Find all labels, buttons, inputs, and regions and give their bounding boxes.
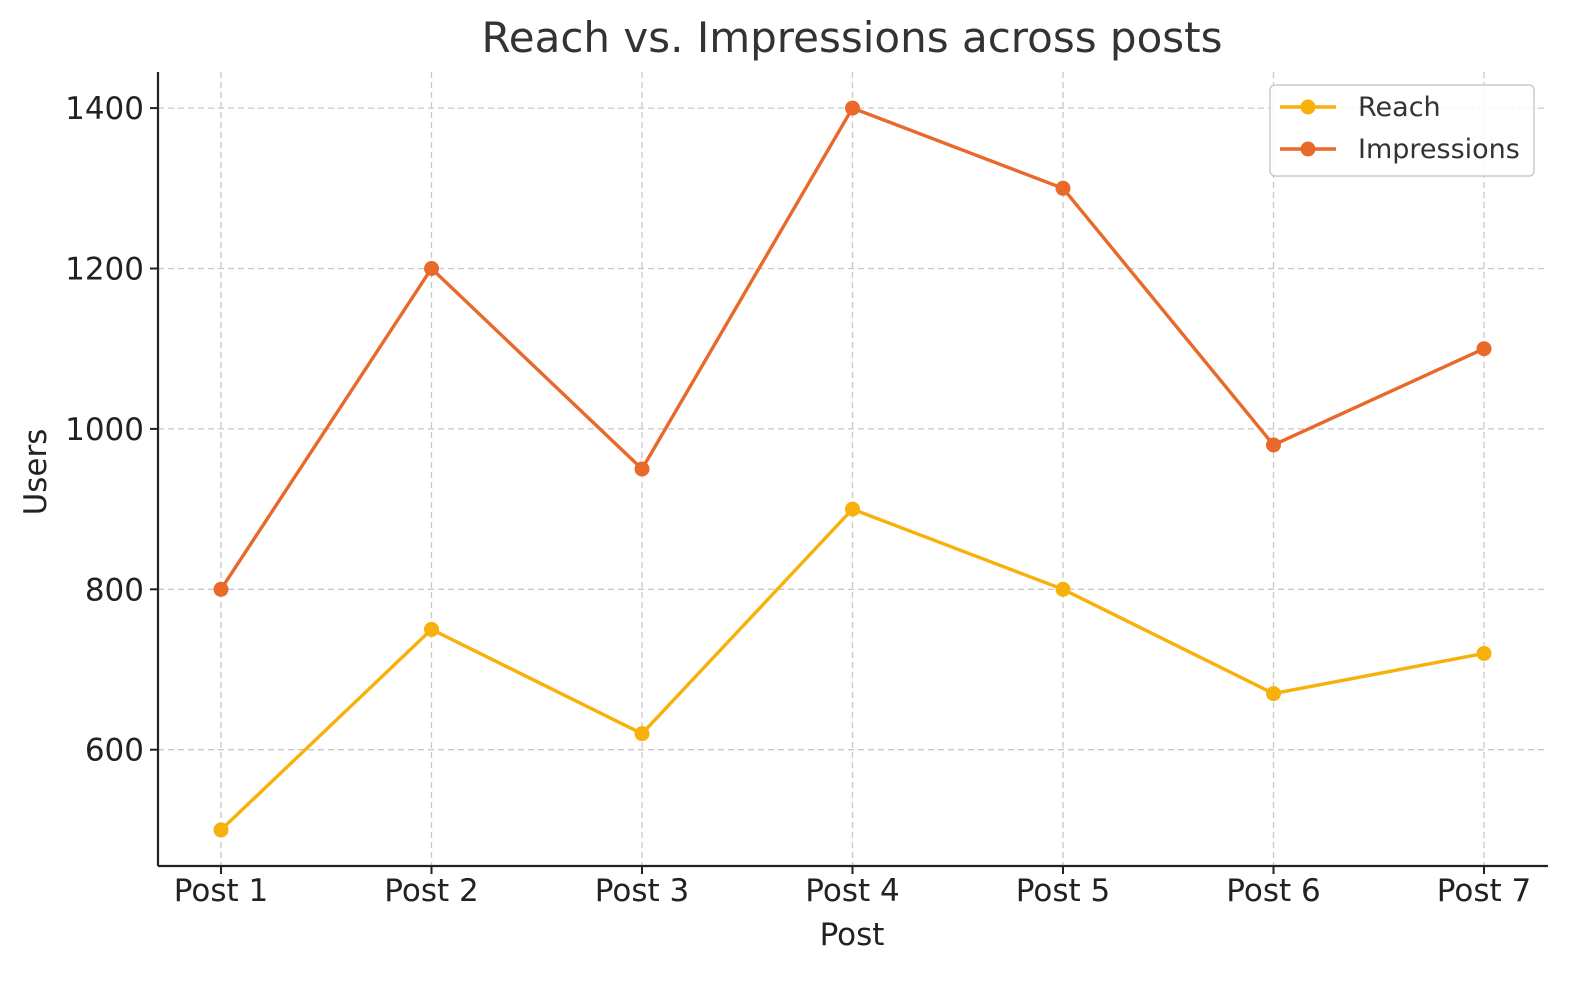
reach-point (634, 726, 650, 742)
reach-point (1055, 581, 1071, 597)
impressions-point (634, 461, 650, 477)
y-tick-label: 1000 (65, 412, 144, 448)
legend: Reach Impressions (1269, 84, 1535, 177)
x-tick-label: Post 7 (1437, 873, 1531, 909)
reach-point (845, 501, 860, 517)
reach-point (424, 621, 439, 637)
legend-label-reach: Reach (1358, 92, 1441, 123)
x-tick-label: Post 6 (1226, 873, 1320, 909)
y-tick-label: 800 (85, 572, 144, 608)
impressions-point (845, 100, 860, 116)
series-impressions (213, 100, 1492, 597)
x-tick-label: Post 3 (595, 873, 689, 909)
impressions-point (213, 581, 229, 597)
impressions-point (1266, 437, 1281, 453)
x-tick-label: Post 1 (174, 873, 268, 909)
tick-labels: Post 1 Post 2 Post 3 Post 4 Post 5 Post 6 Post… (65, 91, 1531, 909)
legend-label-impressions: Impressions (1358, 134, 1520, 165)
chart-title: Reach vs. Impressions across posts (481, 13, 1222, 62)
impressions-point (1476, 341, 1492, 357)
legend-swatch-marker-impressions (1300, 141, 1316, 157)
x-tick-label: Post 5 (1016, 873, 1110, 909)
reach-point (1476, 645, 1492, 661)
y-tick-label: 1400 (65, 91, 144, 127)
series-lines (213, 100, 1492, 838)
grid (158, 72, 1548, 866)
x-tick-label: Post 4 (805, 873, 899, 909)
reach-point (1266, 686, 1281, 702)
impressions-point (1055, 180, 1071, 196)
y-axis-label: Users (18, 429, 54, 516)
reach-point (213, 822, 229, 838)
series-reach (213, 501, 1492, 838)
y-tick-label: 600 (85, 733, 144, 769)
x-tick-label: Post 2 (384, 873, 478, 909)
y-tick-label: 1200 (65, 251, 144, 287)
x-axis-label: Post (820, 917, 885, 953)
impressions-point (424, 260, 439, 276)
legend-swatch-marker-reach (1300, 99, 1316, 115)
